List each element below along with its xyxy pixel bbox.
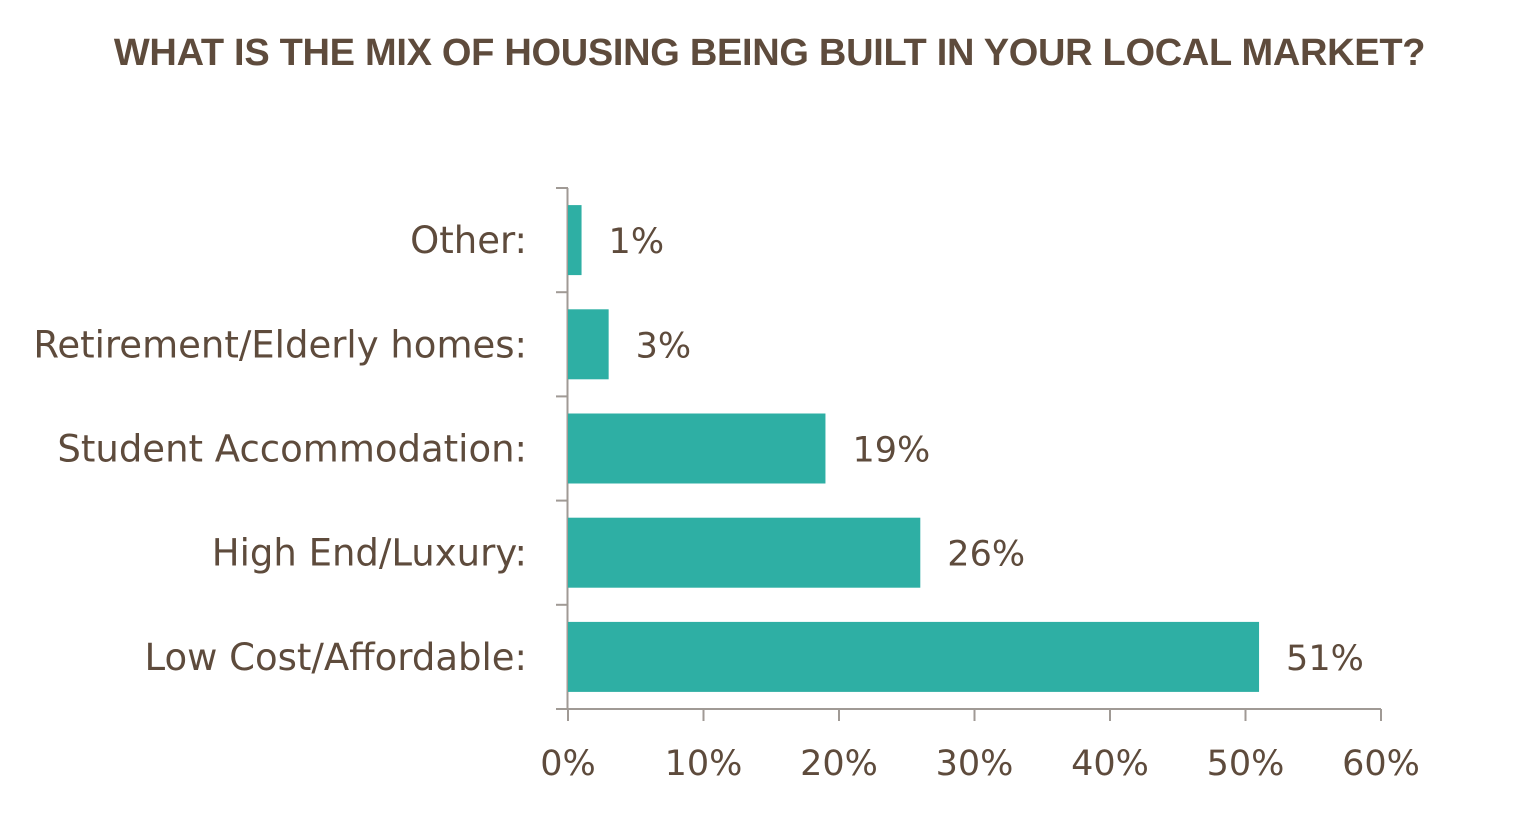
chart-bars <box>568 205 1260 692</box>
x-tick-label: 0% <box>540 744 596 784</box>
bar <box>568 205 582 276</box>
category-label: Other: <box>410 219 527 262</box>
data-label: 26% <box>947 535 1025 575</box>
data-label: 19% <box>852 431 930 471</box>
x-tick-label: 50% <box>1207 744 1285 784</box>
x-tick-label: 60% <box>1342 744 1420 784</box>
data-label: 3% <box>636 326 692 366</box>
bar <box>568 517 921 588</box>
bar <box>568 413 826 484</box>
category-label: Low Cost/Affordable: <box>144 636 527 679</box>
chart-title: WHAT IS THE MIX OF HOUSING BEING BUILT I… <box>113 32 1426 74</box>
x-tick-label: 30% <box>936 744 1014 784</box>
data-label: 1% <box>609 222 665 262</box>
x-tick-label: 20% <box>800 744 878 784</box>
chart-axes <box>556 187 1382 721</box>
chart-labels: 0% 10% 20% 30% 40% 50% 60% Low Cost/Affordable:… <box>33 219 1420 784</box>
x-tick-label: 10% <box>665 744 743 784</box>
data-label: 51% <box>1286 639 1364 679</box>
category-label: Retirement/Elderly homes: <box>33 323 527 366</box>
bar <box>568 309 609 380</box>
x-tick-label: 40% <box>1071 744 1149 784</box>
bar <box>568 621 1260 692</box>
category-label: High End/Luxury: <box>212 532 527 575</box>
category-label: Student Accommodation: <box>57 428 527 471</box>
